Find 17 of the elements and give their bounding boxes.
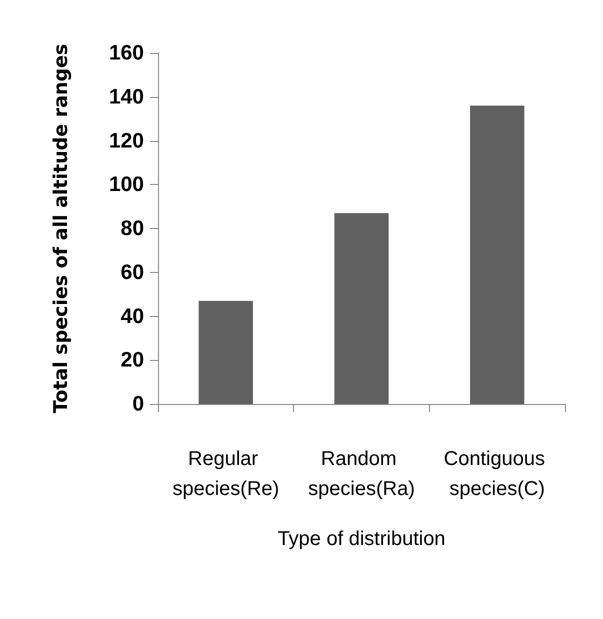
x-axis-title: Type of distribution [278,528,446,550]
y-tick-label: 40 [120,304,144,328]
bar [198,300,253,404]
y-tick-label: 60 [120,260,144,284]
y-tick-label: 120 [108,129,144,152]
x-tick-label: Contiguous species(C) [444,448,551,500]
x-tick-label: Random species(Ra) [308,448,415,500]
y-tick-label: 80 [120,217,144,240]
x-tick-label: Regular species(Re) [172,448,280,500]
y-tick-label: 140 [108,85,144,108]
y-axis-title: Total species of all altitude ranges [50,44,72,414]
y-tick-label: 160 [108,42,144,64]
y-tick-label: 100 [108,173,144,196]
bar [470,106,524,404]
y-tick-label: 20 [120,348,144,372]
bar [334,213,389,404]
y-tick-label: 0 [132,392,144,416]
